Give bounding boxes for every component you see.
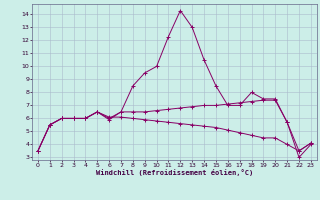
- X-axis label: Windchill (Refroidissement éolien,°C): Windchill (Refroidissement éolien,°C): [96, 169, 253, 176]
